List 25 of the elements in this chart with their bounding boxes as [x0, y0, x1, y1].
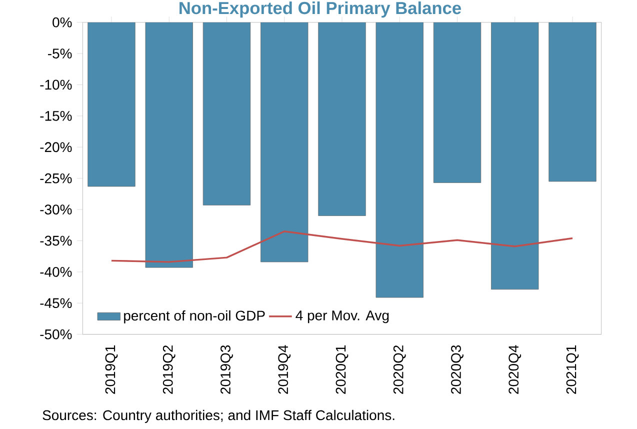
legend-label: 4 per Mov. Avg — [296, 310, 389, 324]
y-tick-label: -40% — [40, 266, 72, 277]
y-tick-label: -45% — [40, 298, 72, 308]
x-tick-label: 2019Q1 — [105, 345, 118, 394]
x-tick-label: 2020Q1 — [336, 345, 348, 394]
x-tick-label: 2020Q3 — [451, 345, 464, 394]
y-tick-label: -20% — [40, 142, 72, 152]
y-tick-label: -30% — [40, 204, 72, 214]
y-tick-label: -15% — [40, 111, 72, 121]
x-tick-label: 2019Q3 — [220, 345, 233, 394]
legend-label: percent of non-oil GDP — [124, 310, 265, 324]
x-tick-label: 2020Q4 — [508, 345, 522, 394]
y-tick-label: -10% — [40, 80, 72, 90]
x-tick-label: 2021Q1 — [566, 345, 579, 394]
line-series — [110, 230, 574, 263]
x-tick-label: 2019Q2 — [162, 345, 176, 394]
x-tick-label: 2019Q4 — [278, 345, 291, 394]
source-note: Sources: Country authorities; and IMF Staff Calculations. — [42, 410, 394, 423]
y-tick-label: -35% — [40, 236, 72, 246]
chart-title: Non-Exported Oil Primary Balance — [180, 1, 461, 18]
y-tick-label: -50% — [40, 329, 72, 340]
y-tick-label: -25% — [40, 173, 72, 184]
y-tick-label: 0% — [52, 17, 72, 28]
y-tick-label: -5% — [48, 48, 72, 58]
x-tick-label: 2020Q2 — [393, 345, 406, 394]
